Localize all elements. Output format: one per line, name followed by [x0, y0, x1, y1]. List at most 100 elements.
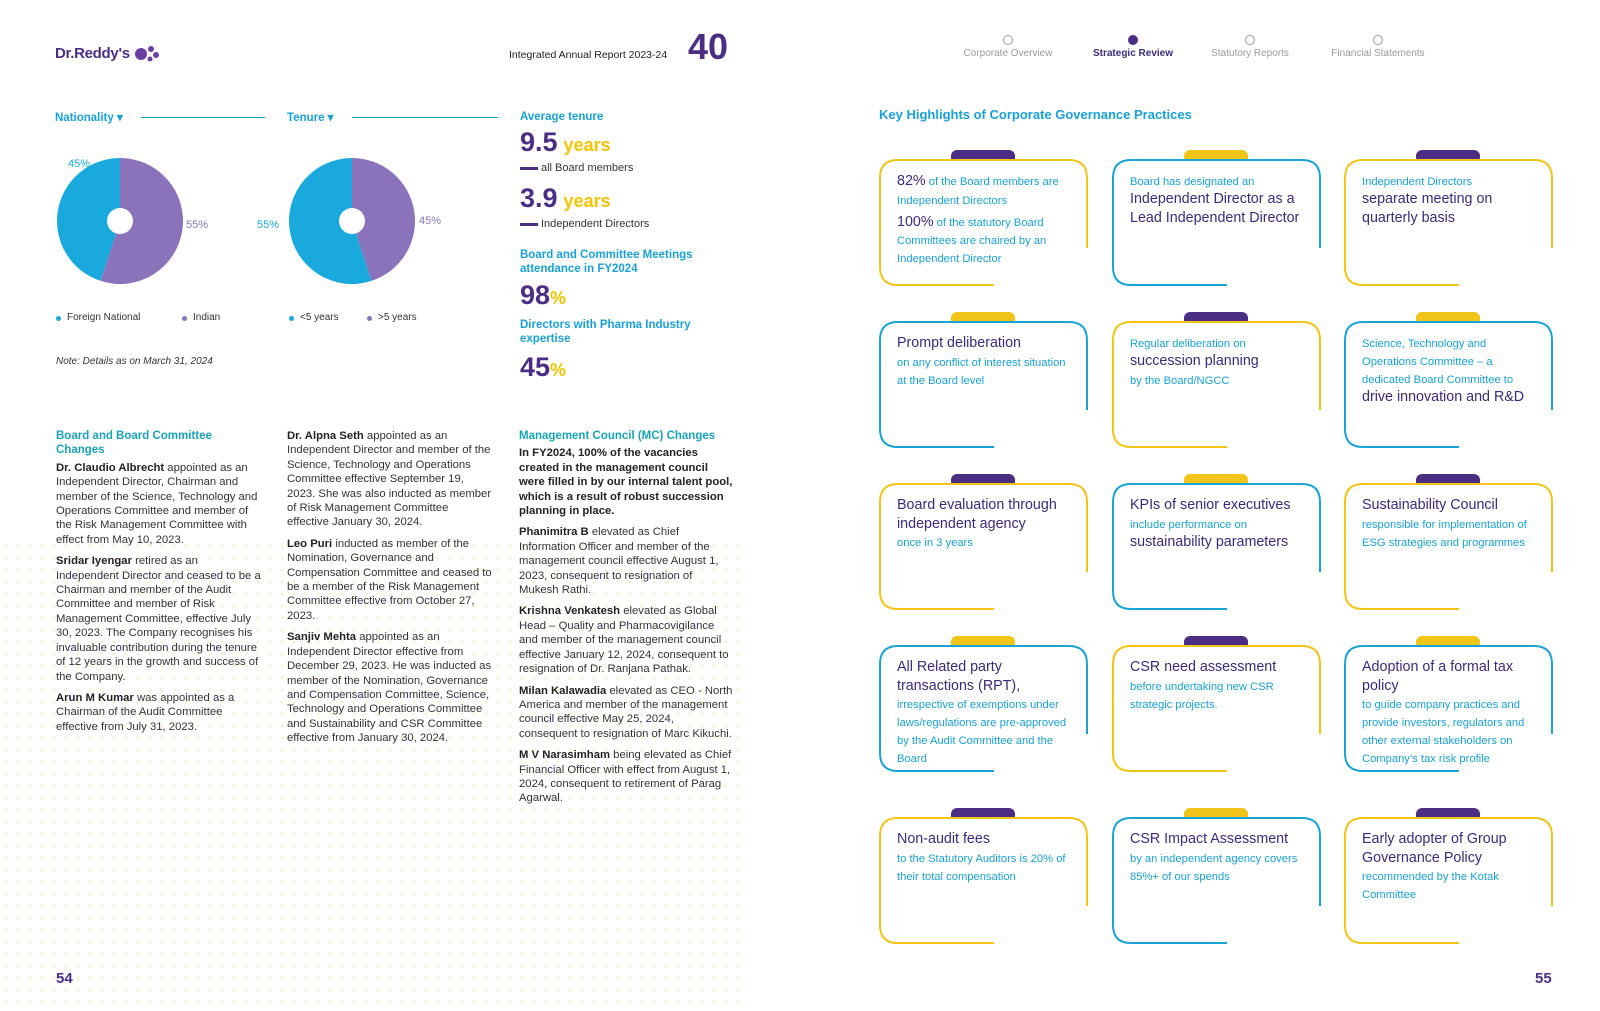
stat-label: all Board members — [541, 162, 634, 174]
pie-slice — [352, 158, 416, 281]
card-fill — [1184, 485, 1248, 488]
pie-label: 45% — [68, 158, 91, 170]
legend-label: >5 years — [378, 312, 417, 323]
entry-name: Leo Puri — [287, 537, 333, 550]
entry-name: Dr. Claudio Albrecht — [56, 461, 165, 474]
card-text: Board evaluation through independent age… — [897, 496, 1077, 551]
stat-row: 45% — [520, 352, 566, 383]
card-large: All Related party transactions (RPT), — [897, 659, 1021, 694]
card-paragraph: All Related party transactions (RPT), — [897, 658, 1077, 695]
stat-title: Board and Committee Meetings attendance … — [520, 249, 693, 275]
entry-text: elevated as Chief Information Officer an… — [519, 526, 719, 597]
highlights-title: Key Highlights of Corporate Governance P… — [879, 107, 1192, 122]
card-border — [1112, 159, 1321, 286]
entry: Phanimitra B elevated as Chief Informati… — [519, 525, 734, 597]
stat-row: 9.5 years — [520, 127, 611, 158]
card-large: sustainability parameters — [1130, 533, 1289, 550]
pie-label: 55% — [186, 219, 209, 231]
stat-value: 3.9 — [520, 183, 558, 213]
card-paragraph: separate meeting on quarterly basis — [1362, 190, 1542, 227]
title-rule — [352, 117, 498, 118]
nav-label: Statutory Reports — [1211, 48, 1289, 59]
card-paragraph: to guide company practices and provide i… — [1362, 695, 1542, 767]
note: Note: Details as on March 31, 2024 — [56, 356, 213, 367]
nav-label: Corporate Overview — [963, 48, 1053, 59]
card-fill — [1416, 647, 1480, 650]
card-fill — [951, 161, 1015, 164]
entry: Sridar Iyengar retired as an Independent… — [56, 554, 261, 684]
card-small: by the Board/NGCC — [1130, 374, 1230, 387]
stat-value: 98 — [520, 280, 551, 310]
card-frame — [879, 636, 1088, 772]
nav-dot-circle — [1003, 35, 1013, 45]
nav-dot — [1245, 35, 1255, 45]
dash — [520, 166, 538, 170]
card-fill — [1184, 323, 1248, 326]
entry: Milan Kalawadia elevated as CEO - North … — [519, 684, 734, 742]
card-large: Sustainability Council — [1362, 497, 1498, 513]
card: Independent Directors separate meeting on… — [1344, 150, 1553, 286]
card-border — [1112, 817, 1321, 944]
nav-label: Strategic Review — [1092, 48, 1174, 59]
card: Board has designated an Independent Direc… — [1112, 150, 1321, 286]
card-paragraph: by an independent agency covers 85%+ of … — [1130, 849, 1310, 885]
card-fill — [1184, 647, 1248, 650]
card: 82% of the Board members are Independent… — [879, 150, 1088, 286]
page-number: 55 — [1535, 970, 1552, 987]
card-small: irrespective of exemptions under laws/re… — [897, 699, 1067, 765]
card-border — [879, 159, 1088, 286]
card-paragraph: Independent Director as a Lead Independe… — [1130, 190, 1310, 227]
card: Early adopter of Group Governance Policy… — [1344, 808, 1553, 944]
card-frame — [1344, 808, 1553, 944]
stat-row: 98% — [520, 280, 566, 311]
legend-dot — [367, 316, 372, 321]
stat-row: 3.9 years — [520, 183, 611, 214]
entry-name: Krishna Venkatesh — [519, 605, 621, 618]
entry: M V Narasimham being elevated as Chief F… — [519, 748, 734, 806]
card-fill — [1416, 819, 1480, 822]
card-border — [1344, 645, 1553, 772]
card-paragraph: once in 3 years — [897, 533, 1077, 551]
card-border — [1344, 483, 1553, 610]
card-large: CSR need assessment — [1130, 659, 1277, 675]
card-fill — [951, 819, 1015, 822]
card: CSR Impact Assessment by an independent a… — [1112, 808, 1321, 944]
legend-dot — [56, 316, 61, 321]
card-large: 82% — [897, 173, 926, 189]
card-frame — [1112, 312, 1321, 448]
card-fill — [951, 485, 1015, 488]
pie-slice — [56, 158, 120, 281]
pie-label: 55% — [257, 219, 280, 231]
entry: Dr. Alpna Seth appointed as an Independe… — [287, 429, 492, 530]
card-frame — [879, 312, 1088, 448]
card-paragraph: Early adopter of Group Governance Policy — [1362, 830, 1542, 867]
card-text: Early adopter of Group Governance Policy… — [1362, 830, 1542, 903]
card-paragraph: Board evaluation through independent age… — [897, 496, 1077, 533]
card-small: recommended by the Kotak Committee — [1362, 871, 1499, 901]
entry-text: was appointed as a Chairman of the Audit… — [56, 691, 235, 733]
legend-label: Foreign National — [67, 312, 141, 323]
card: KPIs of senior executives include perform… — [1112, 474, 1321, 610]
card-text: Sustainability Council responsible for im… — [1362, 496, 1542, 551]
legend-dot — [182, 316, 187, 321]
card: Non-audit fees to the Statutory Auditors … — [879, 808, 1088, 944]
stat-value: 9.5 — [520, 127, 558, 157]
card-frame — [1112, 150, 1321, 286]
entry-text: appointed as an Independent Director eff… — [287, 631, 492, 745]
card-paragraph: KPIs of senior executives — [1130, 496, 1310, 515]
entry-name: Sanjiv Mehta — [287, 631, 357, 644]
dot-pattern — [0, 540, 740, 1011]
stat-label: Independent Directors — [541, 218, 650, 230]
card-paragraph: by the Board/NGCC — [1130, 371, 1310, 389]
card-small: once in 3 years — [897, 537, 973, 549]
card-frame — [879, 150, 1088, 286]
card-fill — [951, 323, 1015, 326]
card-border — [1112, 483, 1321, 610]
pie — [289, 158, 416, 284]
entry-text: inducted as member of the Nomination, Go… — [287, 537, 492, 622]
card-border — [879, 321, 1088, 448]
card-border — [1344, 321, 1553, 448]
stat-label-row: Independent Directors — [520, 218, 649, 230]
card-paragraph: recommended by the Kotak Committee — [1362, 867, 1542, 903]
card-paragraph: Regular deliberation on — [1130, 334, 1310, 352]
